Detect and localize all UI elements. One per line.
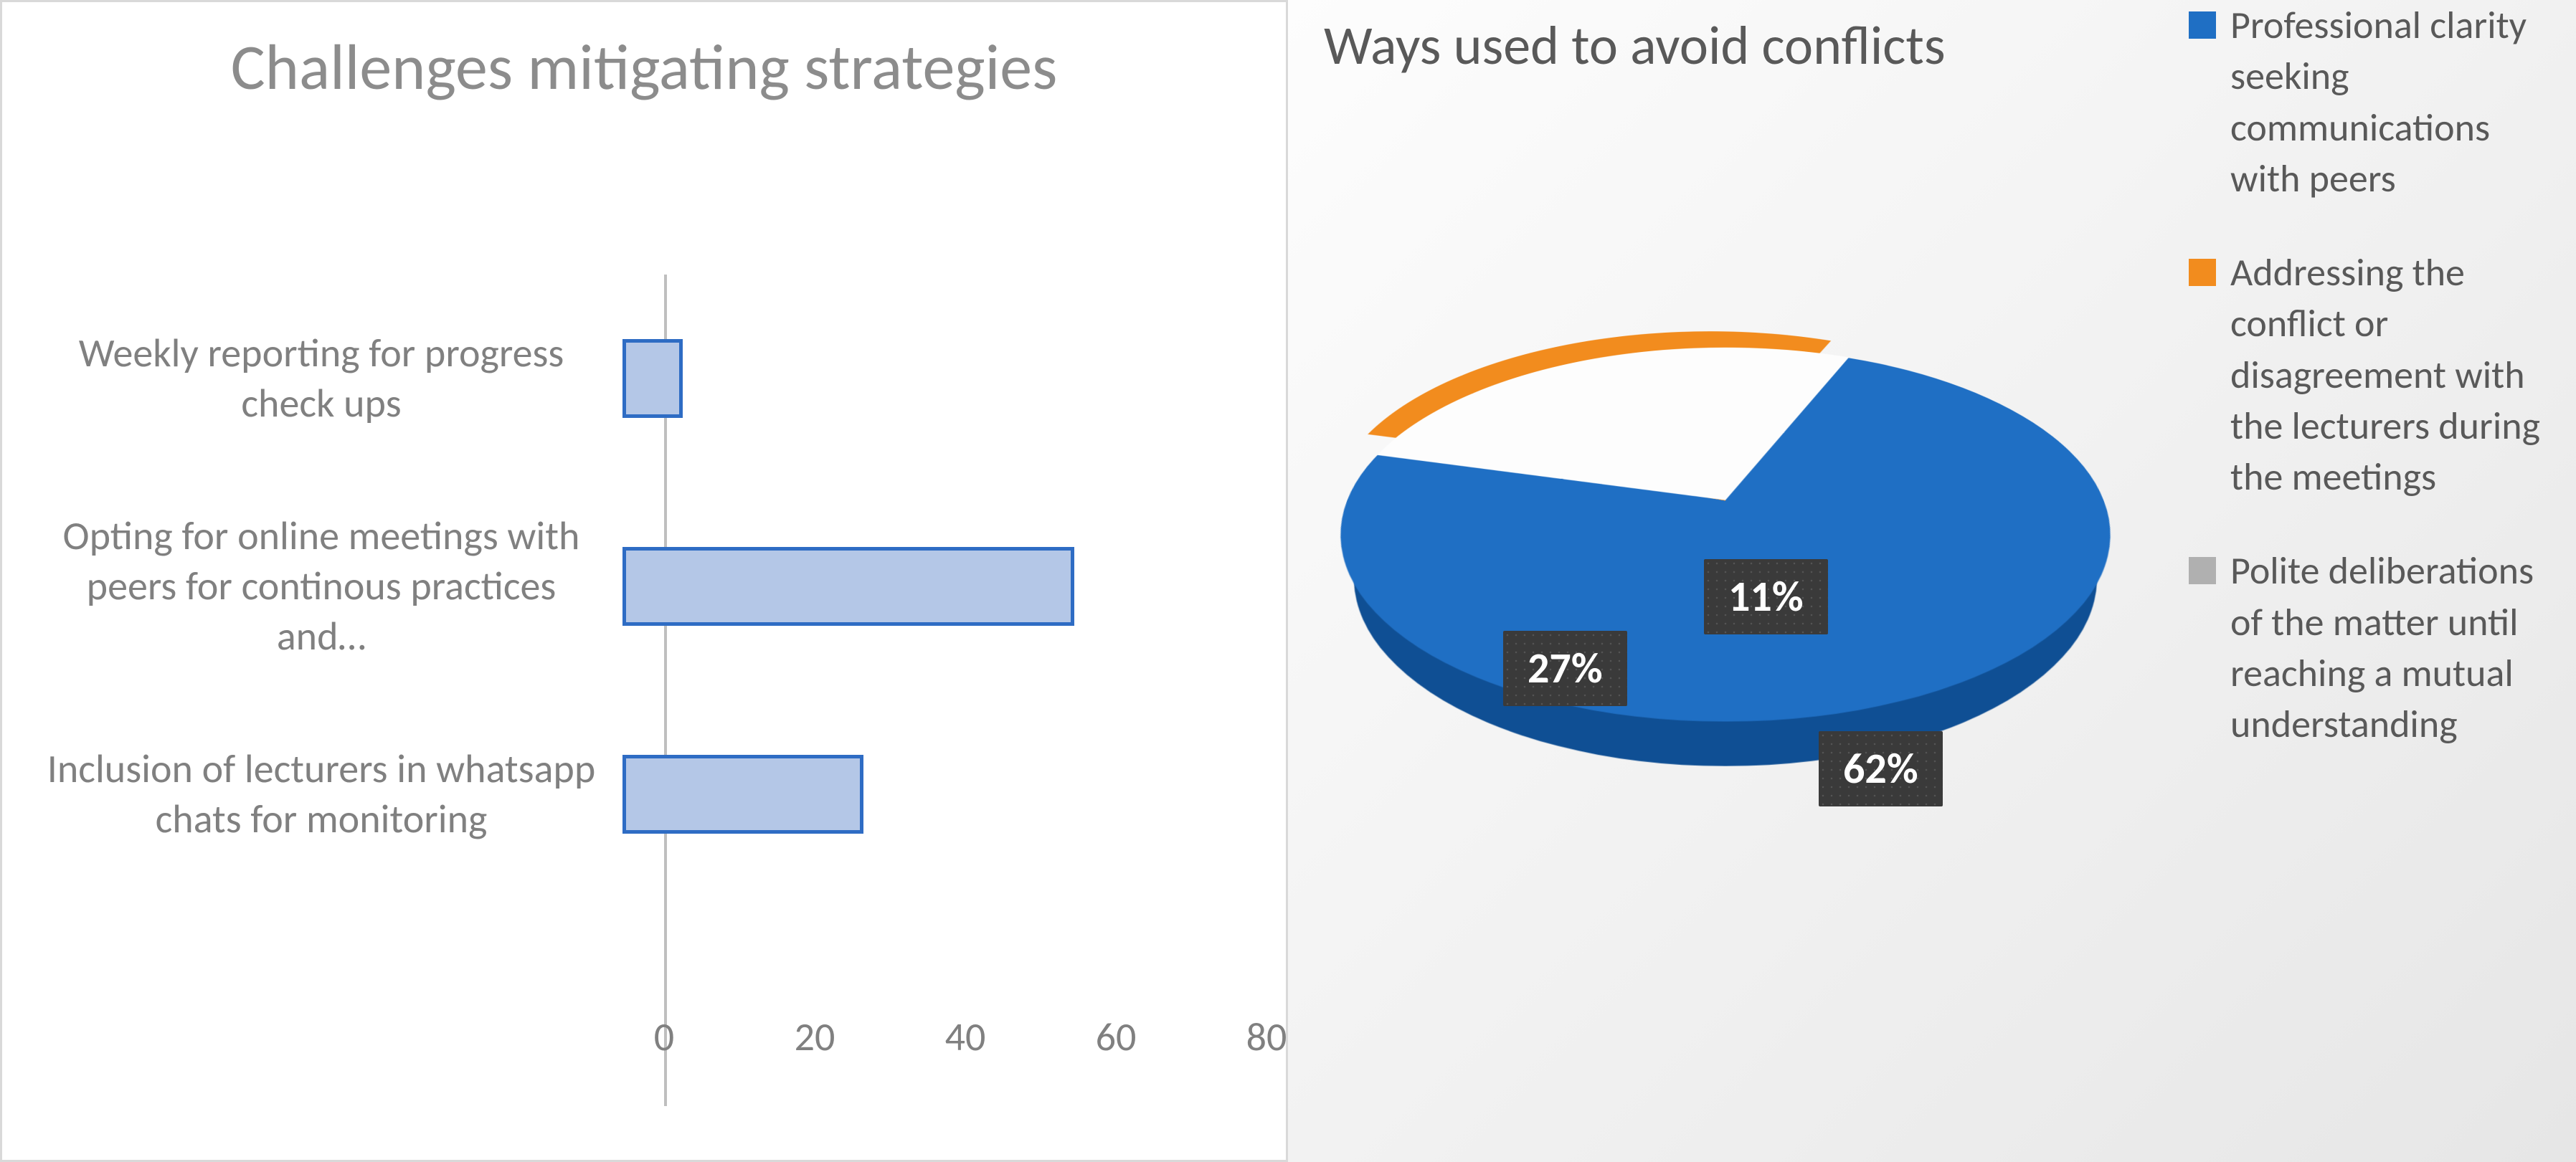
bar-row: Opting for online meetings with peers fo… [45,482,1250,690]
legend-label: Professional clarity seeking communicati… [2230,0,2562,204]
bar-x-tick: 0 [654,1013,674,1062]
bar-category-label: Weekly reporting for progress check ups [45,328,619,429]
bar-x-tick: 60 [1096,1013,1137,1062]
bar-chart-panel: Challenges mitigating strategies Weekly … [0,0,1288,1162]
legend-label: Addressing the conflict or disagreement … [2230,247,2562,503]
legend-label: Polite deliberations of the matter until… [2230,546,2562,750]
bar-x-tick: 20 [795,1013,835,1062]
bar-plot-cell [619,275,1221,482]
bar-rect [622,547,1074,626]
bar-plot-cell [619,482,1221,690]
bar-x-tick: 80 [1246,1013,1287,1062]
legend-item: Addressing the conflict or disagreement … [2189,247,2562,503]
pie-chart-plot-area: 62% 27% 11% [1360,272,2091,817]
pie-data-label: 62% [1819,731,1943,806]
pie-chart-legend: Professional clarity seeking communicati… [2189,0,2562,1162]
pie-data-label: 27% [1503,631,1627,706]
bar-chart-x-axis: 020406080 [664,1013,1266,1099]
bar-row: Inclusion of lecturers in whatsapp chats… [45,690,1250,898]
bar-rect [622,755,863,834]
legend-swatch [2189,557,2216,584]
legend-swatch [2189,259,2216,286]
bar-row: Weekly reporting for progress check ups [45,275,1250,482]
legend-item: Professional clarity seeking communicati… [2189,0,2562,204]
bar-plot-cell [619,690,1221,898]
bar-x-tick: 40 [945,1013,986,1062]
bar-chart-title: Challenges mitigating strategies [2,2,1286,105]
bar-category-label: Opting for online meetings with peers fo… [45,511,619,662]
legend-swatch [2189,11,2216,39]
bar-rect [622,339,683,418]
bar-chart-plot-area: Weekly reporting for progress check ups O… [45,275,1250,1106]
legend-item: Polite deliberations of the matter until… [2189,546,2562,750]
pie-data-label: 11% [1704,559,1828,634]
bar-category-label: Inclusion of lecturers in whatsapp chats… [45,744,619,844]
pie-chart-title: Ways used to avoid conflicts [1288,0,2206,79]
pie-chart-panel: Ways used to avoid conflicts 62% 27% 11% P… [1288,0,2576,1162]
